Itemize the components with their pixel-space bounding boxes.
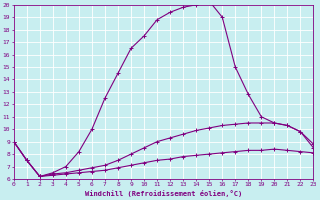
X-axis label: Windchill (Refroidissement éolien,°C): Windchill (Refroidissement éolien,°C) xyxy=(85,190,242,197)
